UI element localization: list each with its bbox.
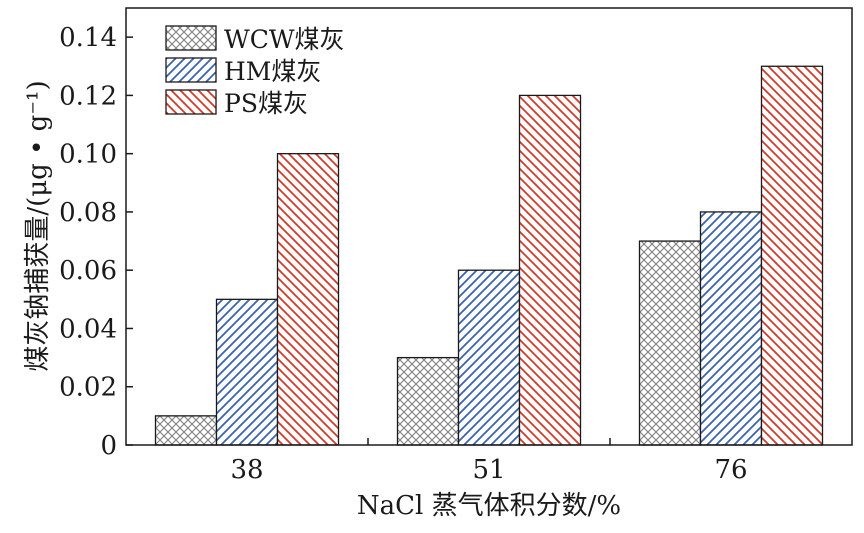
- legend-swatch: [165, 57, 217, 83]
- bar-0-0: [154, 415, 218, 446]
- legend-swatch: [165, 89, 217, 115]
- bars-group: [154, 65, 824, 446]
- bar-2-0: [638, 240, 702, 446]
- y-tick-label: 0.06: [59, 256, 117, 286]
- y-tick-label: 0.12: [59, 81, 117, 111]
- x-tick-label: 51: [472, 455, 505, 485]
- x-axis-label: NaCl 蒸气体积分数/%: [357, 491, 621, 521]
- legend-swatch: [165, 25, 217, 51]
- bar-1-2: [518, 94, 582, 446]
- x-axis-ticks: 38 51 76: [230, 438, 748, 485]
- bar-0-2: [276, 153, 340, 446]
- y-tick-label: 0.10: [59, 140, 117, 170]
- legend-label: WCW煤灰: [224, 25, 345, 54]
- y-tick-label: 0.14: [59, 23, 117, 53]
- legend-label: HM煤灰: [224, 57, 321, 86]
- bar-0-1: [215, 298, 279, 446]
- plot-frame: [125, 7, 853, 446]
- y-tick-label: 0.08: [59, 198, 117, 228]
- bar-1-1: [457, 269, 521, 446]
- y-tick-label: 0.02: [59, 373, 117, 403]
- bar-1-0: [396, 356, 460, 446]
- y-tick-label: 0: [100, 431, 117, 461]
- bar-2-1: [699, 211, 763, 446]
- bar-2-2: [760, 65, 824, 446]
- legend: WCW煤灰 HM煤灰 PS煤灰: [165, 25, 345, 118]
- legend-label: PS煤灰: [224, 89, 308, 118]
- y-axis-ticks: 0 0.02 0.04 0.06 0.08 0.10 0.12 0.14: [59, 23, 133, 461]
- x-tick-label: 38: [230, 455, 263, 485]
- x-tick-label: 76: [714, 455, 747, 485]
- y-axis-label: 煤灰钠捕获量/(μg • g⁻¹): [23, 80, 53, 371]
- y-tick-label: 0.04: [59, 314, 117, 344]
